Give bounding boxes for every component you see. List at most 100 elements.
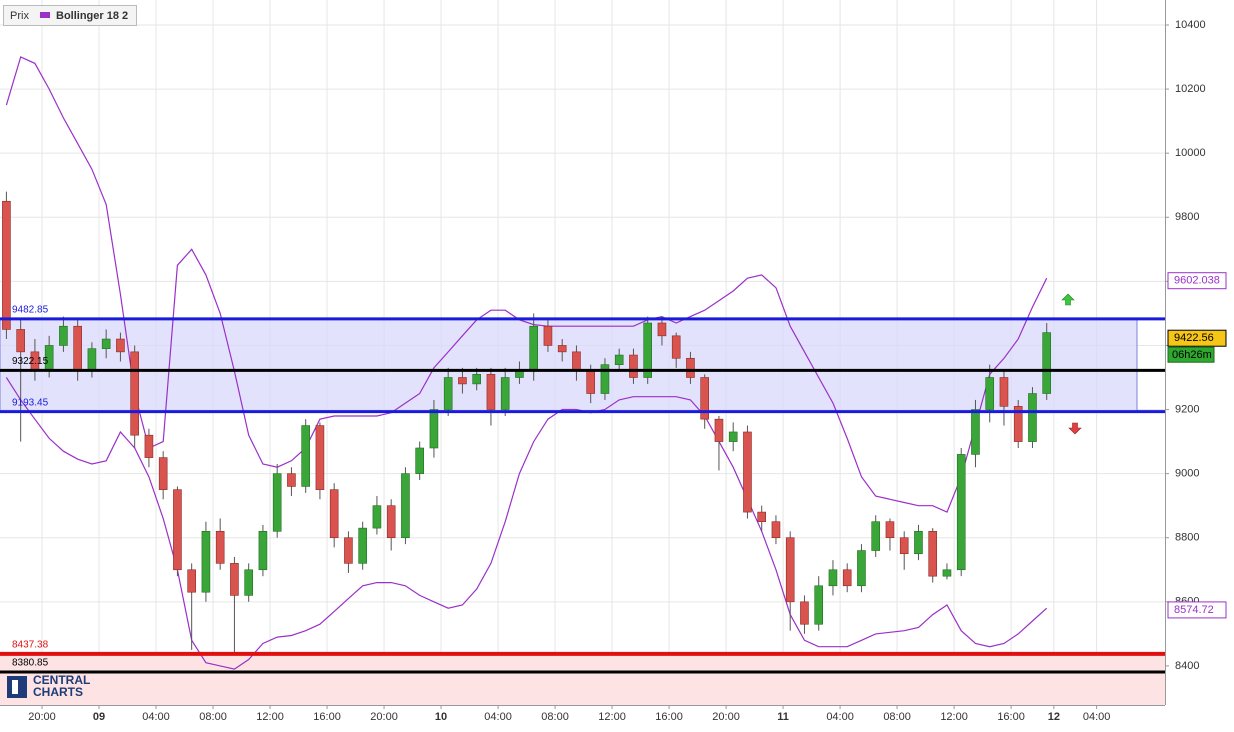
candle-body: [614, 354, 624, 365]
candle-body: [714, 418, 724, 442]
candle-body: [643, 322, 652, 378]
candle-body: [828, 569, 838, 587]
legend-box: [3, 5, 137, 26]
candle-body: [301, 425, 310, 487]
candle-body: [329, 489, 339, 539]
x-tick-label: 20:00: [370, 711, 398, 723]
candle-body: [785, 537, 795, 603]
price-tag: [1167, 272, 1227, 290]
candle-body: [971, 409, 980, 455]
candle-body: [116, 338, 125, 353]
candle-body: [928, 531, 938, 577]
candle-body: [472, 373, 481, 385]
candle-body: [130, 351, 139, 436]
candle-body: [543, 325, 553, 346]
candle-body: [956, 454, 966, 571]
candle-body: [515, 370, 524, 378]
candle-body: [187, 569, 196, 593]
candle-body: [372, 505, 382, 529]
candle-body: [215, 531, 225, 564]
down-arrow[interactable]: [1068, 422, 1082, 435]
candle-body: [885, 521, 895, 539]
candle-body: [344, 537, 353, 564]
x-tick-label: 09: [93, 711, 105, 723]
price-tags: 9602.038 9422.56 06h26m 8574.72: [1167, 272, 1227, 619]
candle-body: [771, 521, 781, 539]
y-tick-label: 10000: [1175, 147, 1206, 159]
logo-icon: [12, 680, 18, 694]
price-tag-label: 9422.56: [1174, 332, 1214, 344]
x-tick-label: 08:00: [541, 711, 569, 723]
candle-body: [557, 345, 567, 353]
legend-label: Bollinger 18 2: [56, 10, 128, 22]
bands: [5, 56, 1048, 670]
range-zone: [0, 318, 1138, 413]
y-tick-label: 10400: [1175, 19, 1206, 31]
price-tag-label: 9602.038: [1174, 275, 1220, 287]
candle-body: [401, 473, 410, 539]
x-tick-label: 20:00: [712, 711, 740, 723]
level-label: 9482.85: [12, 305, 49, 316]
axes: 8400860088009000920094009600980010000102…: [28, 19, 1205, 723]
candle-body: [572, 351, 581, 372]
candle-body: [230, 563, 239, 596]
candle-body: [743, 431, 752, 513]
candle-body: [757, 511, 767, 523]
x-tick-label: 12:00: [256, 711, 284, 723]
levels: 9482.85 9322.15 9193.45 8437.38 8380.85: [0, 305, 1165, 674]
candle-body: [59, 325, 68, 346]
price-tag: [1167, 329, 1227, 347]
candle-body: [999, 377, 1009, 407]
candle-body: [657, 322, 667, 337]
candle-body: [16, 329, 25, 353]
candle-body: [857, 550, 866, 587]
y-tick-label: 10200: [1175, 83, 1206, 95]
x-tick-label: 10: [435, 711, 447, 723]
x-tick-label: 12: [1048, 711, 1060, 723]
support-zone: [0, 653, 1165, 705]
price-tag-label: 8574.72: [1174, 604, 1214, 616]
x-tick-label: 11: [777, 711, 789, 723]
x-tick-label: 20:00: [28, 711, 56, 723]
candle-body: [272, 473, 282, 532]
candle-body: [87, 348, 97, 372]
x-tick-label: 16:00: [313, 711, 341, 723]
legend-label: Prix: [10, 10, 29, 22]
bollinger-lower: [5, 377, 1048, 670]
candle-body: [415, 447, 424, 474]
candle-body: [899, 537, 909, 555]
price-tag: [1167, 601, 1227, 619]
candle-body: [244, 569, 253, 596]
x-tick-label: 12:00: [598, 711, 626, 723]
candle-body: [429, 409, 439, 449]
candle-body: [1028, 393, 1037, 442]
countdown-label: 06h26m: [1172, 349, 1212, 361]
logo-text: CHARTS: [33, 685, 83, 699]
legend-swatch: [40, 12, 50, 18]
candles: [2, 191, 1052, 654]
candle-body: [287, 473, 296, 487]
candle-body: [2, 200, 11, 330]
bollinger-upper: [5, 56, 1048, 513]
logo-text: CENTRAL: [33, 673, 90, 687]
x-tick-label: 04:00: [826, 711, 854, 723]
x-tick-label: 04:00: [484, 711, 512, 723]
candle-body: [586, 370, 595, 394]
level-label: 9322.15: [12, 356, 49, 367]
candle-body: [144, 434, 154, 458]
level-label: 8437.38: [12, 640, 49, 651]
candle-body: [386, 505, 396, 539]
x-tick-label: 08:00: [883, 711, 911, 723]
candle-body: [1013, 406, 1023, 442]
candle-body: [671, 335, 681, 359]
candle-body: [358, 527, 367, 564]
y-tick-label: 9200: [1175, 403, 1199, 415]
candle-body: [500, 377, 510, 410]
up-arrow[interactable]: [1061, 293, 1075, 306]
candle-body: [315, 425, 325, 490]
candle-body: [73, 325, 82, 372]
x-tick-label: 04:00: [1083, 711, 1111, 723]
y-tick-label: 8400: [1175, 660, 1199, 672]
